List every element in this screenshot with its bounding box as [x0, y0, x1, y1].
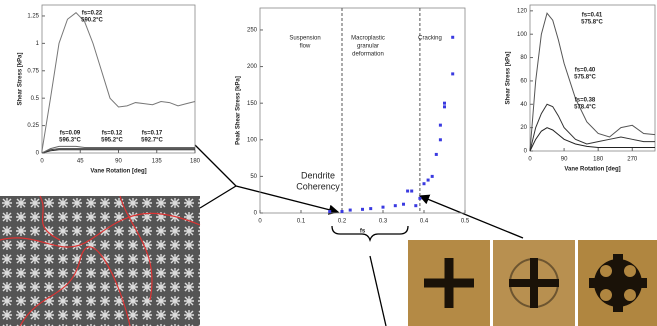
y-tick-label: 0 [36, 151, 40, 157]
y-tick-label: 0.5 [31, 96, 40, 102]
figure: 0 0.25 0.5 0.75 1 1.25 0 45 90 135 180 Vane Rotatio… [0, 0, 657, 326]
x-axis-label: Vane Rotation [deg] [564, 167, 620, 173]
x-tick-label: 45 [77, 159, 84, 165]
x-tick-label: 135 [152, 159, 163, 165]
y-tick-label: 1.25 [27, 14, 39, 20]
series-label: fs=0.17 [142, 131, 163, 137]
x-tick-label: 90 [115, 159, 122, 165]
annotation: Dendrite [301, 170, 335, 180]
series-note: 595.2°C [101, 138, 123, 144]
y-tick-label: 1 [36, 41, 40, 47]
series-note: 590.2°C [81, 18, 103, 24]
series-line [530, 128, 655, 151]
region-label: deformation [352, 52, 384, 58]
y-tick-label: 0 [254, 211, 258, 217]
y-tick-label: 40 [520, 102, 527, 108]
point [328, 210, 331, 213]
series-label: fs=0.22 [82, 11, 103, 17]
x-tick-label: 0.1 [297, 219, 306, 225]
x-tick-label: 90 [561, 157, 568, 163]
y-tick-label: 100 [247, 137, 258, 143]
point [349, 209, 352, 212]
point [394, 204, 397, 207]
x-tick-label: 0.4 [420, 219, 429, 225]
x-tick-label: 0.5 [461, 219, 470, 225]
y-tick-label: 0 [524, 149, 528, 155]
micrograph [0, 196, 200, 326]
point [341, 210, 344, 213]
x-axis-label: Vane Rotation [deg] [90, 169, 146, 175]
y-tick-label: 0.75 [27, 68, 39, 74]
vane-photos [408, 240, 657, 326]
x-tick-label: 0.2 [338, 219, 347, 225]
point [439, 124, 442, 127]
point [361, 208, 364, 211]
point [427, 179, 430, 182]
point [451, 36, 454, 39]
x-tick-label: 180 [190, 159, 201, 165]
y-tick-label: 120 [517, 8, 528, 14]
y-axis-label: Shear Stress [kPa] [18, 52, 24, 105]
y-tick-label: 80 [520, 55, 527, 61]
point [443, 102, 446, 105]
point [439, 138, 442, 141]
y-tick-label: 150 [247, 101, 258, 107]
point [435, 153, 438, 156]
annotation: Coherency [296, 181, 340, 191]
y-tick-label: 60 [520, 78, 527, 84]
y-tick-label: 50 [250, 174, 257, 180]
x-tick-label: 0.3 [379, 219, 388, 225]
point [423, 182, 426, 185]
series-note: 578.4°C [574, 105, 596, 111]
y-tick-label: 250 [247, 28, 258, 34]
x-tick-label: 0 [528, 157, 532, 163]
point [443, 105, 446, 108]
point [414, 204, 417, 207]
series-line [530, 13, 655, 151]
y-tick-label: 20 [520, 125, 527, 131]
series-note: 596.3°C [59, 138, 81, 144]
y-tick-label: 200 [247, 64, 258, 70]
y-axis-label: Peak Shear Stress [kPa] [236, 76, 242, 145]
series-note: 575.8°C [581, 20, 603, 26]
x-axis-label: fs [360, 229, 366, 235]
region-label: Cracking [418, 36, 442, 42]
point [418, 197, 421, 200]
series-label: fs=0.40 [575, 68, 596, 74]
series-label: fs=0.12 [102, 131, 123, 137]
x-tick-label: 0 [258, 219, 262, 225]
x-tick-label: 0 [40, 159, 44, 165]
point [431, 175, 434, 178]
series-label: fs=0.38 [575, 98, 596, 104]
point [382, 206, 385, 209]
region-label: Macroplastic [351, 36, 385, 42]
region-label: granular [357, 44, 379, 50]
series-note: 575.8°C [574, 75, 596, 81]
y-tick-label: 100 [517, 32, 528, 38]
point [451, 72, 454, 75]
point [406, 190, 409, 193]
series-label: fs=0.09 [60, 131, 81, 137]
point [369, 207, 372, 210]
point [402, 203, 405, 206]
region-label: Suspension [289, 36, 320, 42]
x-tick-label: 180 [593, 157, 604, 163]
region-label: flow [300, 44, 311, 50]
series-label: fs=0.41 [582, 13, 603, 19]
y-axis-label: Shear Stress [kPa] [506, 51, 512, 104]
point [410, 190, 413, 193]
series-note: 592.7°C [141, 138, 163, 144]
y-tick-label: 0.25 [27, 123, 39, 129]
x-tick-label: 270 [627, 157, 638, 163]
